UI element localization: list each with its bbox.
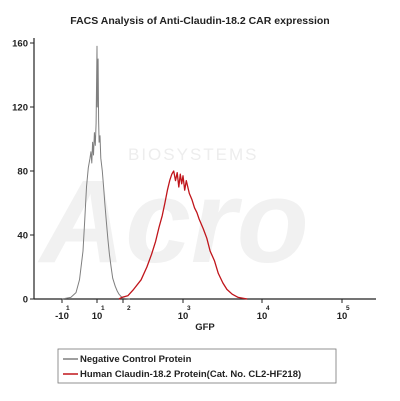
- x-tick-exponent: 1: [66, 305, 70, 312]
- x-tick-exponent: 5: [346, 305, 350, 312]
- x-tick-exponent: 2: [127, 305, 131, 312]
- watermark: Acro BIOSYSTEMS: [37, 145, 309, 288]
- y-tick-label: 120: [12, 103, 28, 114]
- x-tick-exponent: 4: [266, 305, 270, 312]
- histogram-series: [61, 45, 248, 300]
- chart-title: FACS Analysis of Anti-Claudin-18.2 CAR e…: [70, 15, 329, 27]
- legend-box: [57, 348, 337, 384]
- y-tick-label: 80: [17, 167, 28, 178]
- y-tick-label: 40: [17, 231, 28, 242]
- y-tick-label: 0: [23, 295, 28, 306]
- legend: Negative Control Protein Human Claudin-1…: [57, 348, 337, 384]
- series-negative-control-line: [61, 45, 130, 300]
- y-tick-label: 160: [12, 39, 28, 50]
- x-tick-label: 10: [178, 311, 189, 322]
- watermark-text: BIOSYSTEMS: [128, 145, 259, 164]
- x-tick-exponent: 1: [101, 305, 105, 312]
- plot-axes: [33, 38, 376, 300]
- x-tick-label: 10: [92, 311, 103, 322]
- x-tick-label: 10: [257, 311, 268, 322]
- x-tick-exponent: 3: [187, 305, 191, 312]
- x-tick-label: 10: [337, 311, 348, 322]
- x-tick-label: -10: [55, 311, 69, 322]
- legend-label-negative-control: Negative Control Protein: [80, 354, 192, 365]
- series-claudin-line: [118, 170, 248, 300]
- x-axis-label: GFP: [195, 322, 215, 333]
- watermark-logo: Acro: [37, 156, 309, 288]
- legend-label-claudin: Human Claudin-18.2 Protein(Cat. No. CL2-…: [80, 369, 301, 380]
- y-axis-ticks: 0 40 80 120 160: [12, 39, 34, 306]
